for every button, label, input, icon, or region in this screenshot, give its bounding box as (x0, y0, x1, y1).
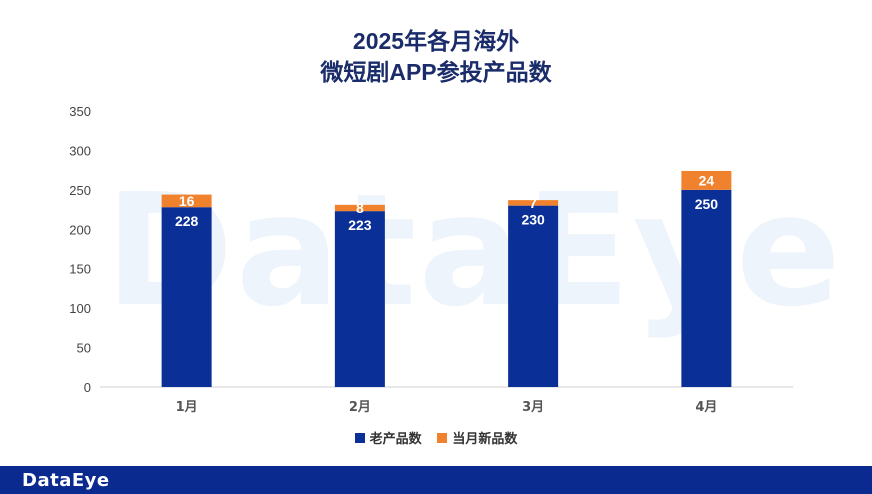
legend-swatch-new (437, 432, 448, 443)
data-label-old: 230 (521, 212, 545, 228)
bar-new-products (334, 204, 385, 212)
legend-item-old: 老产品数 (354, 428, 422, 447)
bar-new-products (681, 170, 732, 190)
data-label-old: 228 (175, 213, 199, 229)
y-tick-label: 0 (84, 380, 91, 395)
bar-old-products (681, 189, 732, 387)
x-tick-label: 4月 (695, 400, 717, 415)
data-label-old: 223 (348, 217, 372, 233)
y-tick-label: 250 (69, 183, 91, 198)
y-tick-label: 150 (69, 262, 91, 277)
bar-old-products (334, 211, 385, 387)
x-tick-label: 3月 (522, 400, 544, 415)
x-tick-label: 2月 (349, 400, 371, 415)
y-tick-label: 200 (69, 222, 91, 237)
bar-old-products (508, 205, 559, 387)
y-tick-label: 100 (69, 301, 91, 316)
data-label-new: 8 (356, 200, 364, 216)
y-tick-label: 50 (77, 341, 91, 356)
bar-old-products (161, 207, 212, 387)
data-label-old: 250 (695, 196, 719, 212)
legend-item-new: 当月新品数 (437, 428, 517, 447)
data-label-new: 24 (699, 172, 715, 188)
legend-label-new: 当月新品数 (452, 431, 518, 446)
data-label-new: 16 (179, 193, 195, 209)
y-tick-label: 350 (69, 104, 91, 119)
footer-bar: DataEye (0, 466, 872, 494)
y-tick-label: 300 (69, 143, 91, 158)
data-label-new: 7 (529, 195, 537, 211)
chart-title-line2: 微短剧APP参投产品数 (320, 59, 552, 85)
x-tick-label: 1月 (176, 400, 198, 415)
footer-logo: DataEye (22, 470, 110, 491)
legend-label-old: 老产品数 (369, 431, 422, 446)
bar-new-products (508, 200, 559, 206)
legend: 老产品数 当月新品数 (0, 428, 872, 447)
bar-new-products (161, 194, 212, 208)
chart-title-line1: 2025年各月海外 (352, 28, 520, 54)
legend-swatch-old (354, 432, 365, 443)
